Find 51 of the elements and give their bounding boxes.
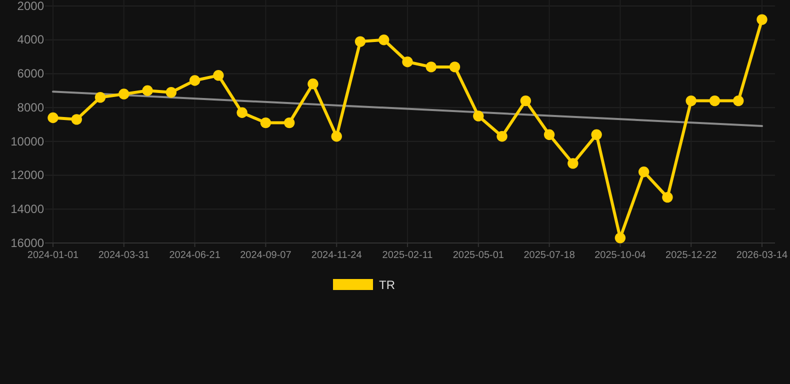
point — [638, 166, 650, 178]
point — [48, 112, 58, 124]
point — [378, 34, 390, 46]
point — [568, 158, 578, 169]
point — [142, 85, 153, 96]
point — [662, 192, 673, 203]
x-tick-label: 2024-01-01 — [27, 250, 80, 262]
point — [284, 117, 295, 128]
point — [686, 95, 696, 106]
point — [733, 95, 744, 106]
x-tick-label: 2024-06-21 — [169, 250, 221, 262]
x-tick-label: 2024-09-07 — [240, 250, 292, 262]
point — [426, 62, 436, 72]
point — [166, 86, 177, 98]
point — [236, 107, 248, 118]
y-tick-label: 14000 — [10, 202, 44, 216]
point — [308, 78, 318, 90]
y-tick-label: 8000 — [17, 100, 44, 114]
y-tick-label: 6000 — [17, 66, 44, 81]
point — [709, 95, 720, 106]
point — [118, 88, 130, 100]
point — [260, 117, 272, 128]
x-tick-label: 2025-12-22 — [666, 250, 718, 262]
x-tick-label: 2025-02-11 — [382, 250, 434, 262]
x-tick-label: 2024-11-24 — [311, 250, 362, 262]
y-tick-label: 10000 — [10, 134, 44, 148]
point — [520, 95, 532, 106]
x-tick-label: 2026-03-14 — [736, 250, 788, 262]
y-tick-label: 12000 — [10, 168, 44, 182]
x-tick-label: 2024-03-31 — [98, 250, 150, 262]
point — [544, 129, 555, 140]
point — [354, 36, 366, 47]
x-tick-label: 2025-07-18 — [524, 250, 576, 262]
point — [94, 92, 106, 103]
point — [331, 131, 342, 142]
point — [449, 62, 460, 72]
y-tick-label: 16000 — [10, 236, 44, 250]
point — [473, 110, 484, 122]
point — [614, 232, 626, 244]
legend-label: TR — [379, 278, 396, 292]
point — [496, 131, 508, 142]
x-tick-label: 2025-10-04 — [594, 250, 646, 262]
point — [189, 75, 200, 86]
point — [213, 70, 224, 81]
point — [591, 129, 602, 140]
x-tick-label: 2025-05-01 — [452, 250, 504, 262]
y-tick-label: 2000 — [17, 0, 44, 13]
point — [71, 114, 82, 125]
y-tick-label: 4000 — [17, 32, 44, 47]
point — [756, 14, 768, 25]
point — [402, 56, 413, 68]
